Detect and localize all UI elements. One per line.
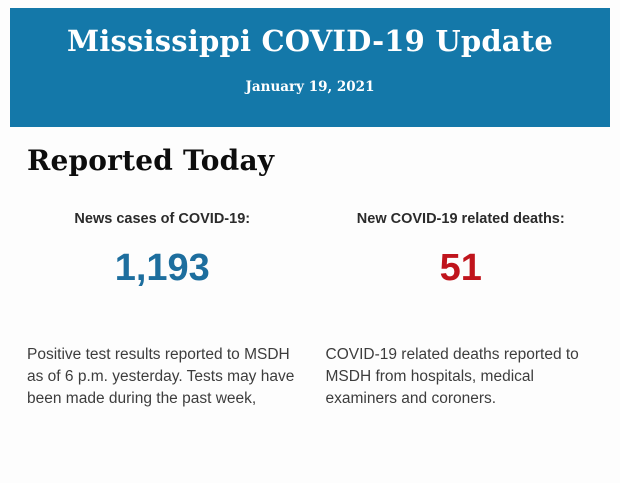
new-cases-description: Positive test results reported to MSDH a…: [27, 346, 295, 407]
newsletter-title: Mississippi COVID-19 Update: [66, 24, 554, 58]
new-cases-label: News cases of COVID-19:: [74, 211, 251, 227]
banner: Mississippi COVID-19 Update January 19, …: [10, 8, 610, 127]
stats-grid: News cases of COVID-19: 1,193 Positive t…: [27, 211, 596, 410]
newsletter-date: January 19, 2021: [245, 79, 375, 95]
new-cases-value: 1,193: [114, 247, 210, 289]
new-deaths-description: COVID-19 related deaths reported to MSDH…: [325, 346, 579, 407]
new-deaths-label: New COVID-19 related deaths:: [356, 211, 565, 227]
stat-new-deaths: New COVID-19 related deaths: 51 COVID-19…: [326, 211, 597, 410]
new-deaths-value: 51: [439, 247, 482, 289]
section-heading: Reported Today: [27, 144, 275, 177]
stat-new-cases: News cases of COVID-19: 1,193 Positive t…: [27, 211, 298, 410]
newsletter-page: Mississippi COVID-19 Update January 19, …: [0, 8, 620, 483]
content-area: Reported Today News cases of COVID-19: 1…: [0, 146, 620, 410]
